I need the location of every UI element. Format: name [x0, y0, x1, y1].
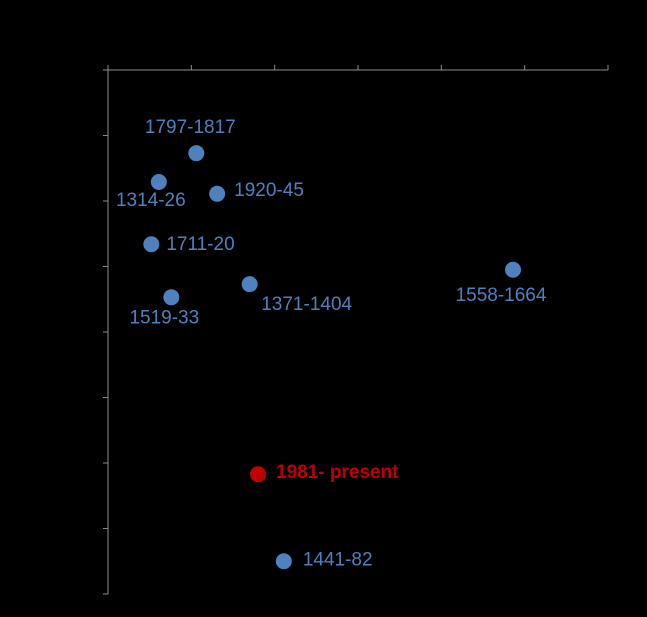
- point-label: 1797-1817: [145, 117, 236, 138]
- data-point: [241, 276, 258, 293]
- data-point: [188, 145, 205, 162]
- point-label: 1519-33: [129, 307, 199, 328]
- data-point: [250, 466, 266, 483]
- data-point: [275, 553, 292, 570]
- point-label: 1920-45: [234, 180, 304, 201]
- point-label: 1441-82: [303, 549, 373, 570]
- data-point: [143, 236, 160, 253]
- data-point: [505, 261, 521, 278]
- point-label: 1558-1664: [456, 285, 547, 306]
- point-label: 1981- present: [276, 462, 399, 483]
- point-label: 1314-26: [116, 190, 186, 211]
- point-label: 1711-20: [166, 234, 234, 255]
- data-point: [150, 174, 167, 191]
- point-label: 1371-1404: [261, 294, 352, 315]
- data-point: [163, 289, 180, 306]
- data-point: [209, 185, 226, 202]
